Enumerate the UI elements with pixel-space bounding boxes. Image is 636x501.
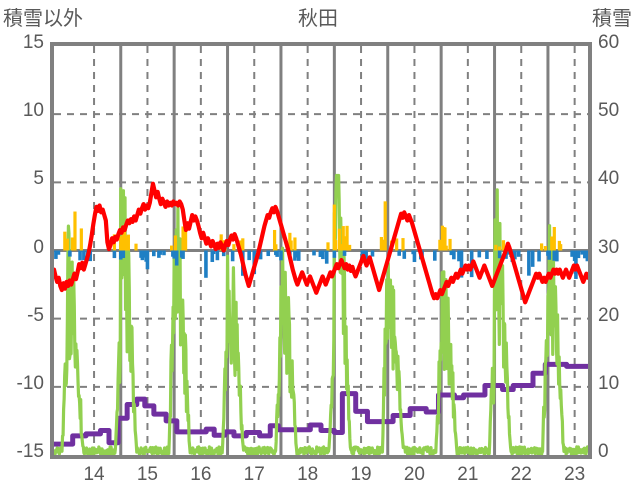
- left-axis-tick: 0: [33, 236, 44, 258]
- x-axis-tick: 17: [243, 464, 265, 485]
- right-axis-tick: 20: [598, 304, 620, 326]
- right-axis-tick: 50: [598, 100, 620, 122]
- x-axis-tick: 15: [136, 464, 158, 485]
- plot-area: [50, 42, 592, 459]
- chart-title: 秋田: [298, 8, 338, 30]
- right-axis-tick: 40: [598, 168, 620, 190]
- right-axis-tick: 60: [598, 32, 620, 53]
- x-axis-tick: 19: [350, 464, 372, 485]
- x-axis-tick: 20: [403, 464, 425, 485]
- left-axis-tick: -15: [16, 441, 44, 462]
- left-axis-tick: 10: [22, 100, 44, 122]
- x-axis-tick: 22: [510, 464, 532, 485]
- left-axis-tick: 15: [22, 32, 44, 53]
- plot-inner: [54, 46, 588, 455]
- left-axis-tick: 5: [33, 168, 44, 190]
- x-axis-tick: 18: [297, 464, 319, 485]
- left-axis-tick: -5: [27, 304, 44, 326]
- x-axis-tick: 23: [564, 464, 586, 485]
- right-axis-tick: 0: [598, 441, 609, 462]
- right-axis-tick: 10: [598, 372, 620, 394]
- right-axis-title: 積雪: [592, 8, 632, 30]
- x-axis-tick: 16: [190, 464, 212, 485]
- left-axis-tick: -10: [16, 372, 44, 394]
- left-axis-title: 積雪以外: [3, 8, 83, 30]
- chart-canvas: [54, 46, 588, 455]
- x-axis-tick: 21: [457, 464, 479, 485]
- right-axis-tick: 30: [598, 236, 620, 258]
- x-axis-tick: 14: [83, 464, 105, 485]
